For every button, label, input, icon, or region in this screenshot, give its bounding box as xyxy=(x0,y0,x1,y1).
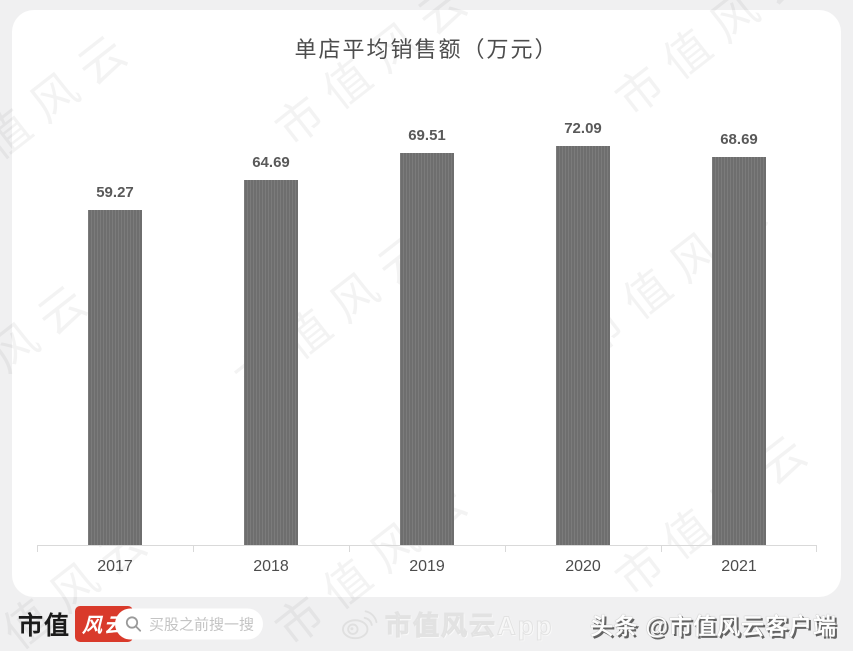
x-axis-label: 2020 xyxy=(565,558,601,575)
x-axis-label: 2021 xyxy=(721,558,757,575)
bar xyxy=(88,210,142,545)
chart-title: 单店平均销售额（万元） xyxy=(294,37,559,62)
axis-tick xyxy=(816,546,817,552)
plot-area: 59.27 64.69 69.51 72.09 68.69 xyxy=(37,120,817,545)
search-icon xyxy=(125,616,142,633)
bar-slot: 68.69 xyxy=(661,120,817,545)
bar-value-label: 64.69 xyxy=(252,154,290,171)
x-axis-label: 2019 xyxy=(409,558,445,575)
bar-value-label: 69.51 xyxy=(408,127,446,144)
app-promo-label: 市值风云App xyxy=(385,610,554,641)
axis-tick xyxy=(661,546,662,552)
bar xyxy=(244,180,298,545)
bar-slot: 59.27 xyxy=(37,120,193,545)
brand-name: 市值 xyxy=(18,612,71,640)
bar-slot: 72.09 xyxy=(505,120,661,545)
bar xyxy=(400,153,454,545)
x-axis-label: 2018 xyxy=(253,558,289,575)
bar-slot: 64.69 xyxy=(193,120,349,545)
axis-tick xyxy=(37,546,38,552)
footer: 市值 风云 买股之前搜一搜 市值风云A xyxy=(0,597,853,651)
axis-tick xyxy=(193,546,194,552)
search-box[interactable]: 买股之前搜一搜 xyxy=(115,608,263,640)
weibo-icon xyxy=(340,607,378,641)
platform-credit: 头条 @市值风云客户端 xyxy=(590,613,837,639)
axis-tick xyxy=(349,546,350,552)
bar-value-label: 72.09 xyxy=(564,120,602,137)
axis-tick xyxy=(505,546,506,552)
bar-slot: 69.51 xyxy=(349,120,505,545)
x-axis-labels: 2017 2018 2019 2020 2021 xyxy=(37,558,817,576)
x-axis-label: 2017 xyxy=(97,558,133,575)
app-promo: 市值风云App xyxy=(340,606,554,643)
bar-value-label: 59.27 xyxy=(96,184,134,201)
bar-value-label: 68.69 xyxy=(720,131,758,148)
bar xyxy=(556,146,610,545)
x-axis-line xyxy=(37,545,817,552)
search-placeholder: 买股之前搜一搜 xyxy=(149,616,255,634)
bar xyxy=(712,157,766,545)
